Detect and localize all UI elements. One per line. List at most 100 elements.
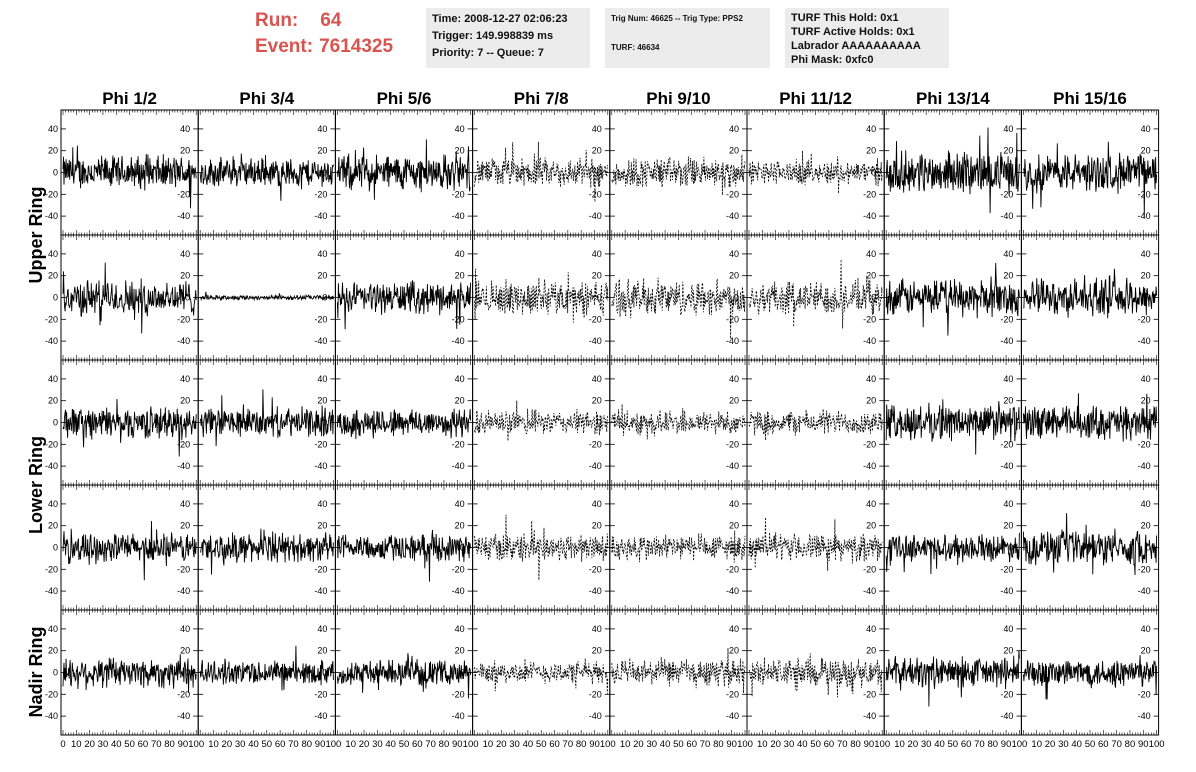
y-tick-label: -40 [314,461,327,471]
y-tick-label: -20 [314,564,327,574]
x-tick-label: 90 [589,739,600,750]
y-tick-label: 20 [48,521,58,531]
x-tick-label: 30 [784,739,795,750]
y-tick-label: 20 [48,646,58,656]
waveform-trace [62,262,197,334]
y-tick-label: 40 [1003,374,1013,384]
y-tick-label: -40 [45,586,58,596]
waveform-trace [1022,655,1158,700]
x-tick-label: 70 [1111,739,1122,750]
y-tick-label: -40 [863,461,876,471]
y-tick-label: 20 [48,271,58,281]
waveform-trace [1022,393,1158,442]
time-text: Time: 2008-12-27 02:06:23 [432,13,568,25]
y-tick-label: 0 [322,543,327,553]
y-tick-label: 40 [180,124,190,134]
x-tick-label: 40 [248,739,259,750]
y-tick-label: 0 [734,418,739,428]
y-tick-label: -40 [863,211,876,221]
y-tick-label: 20 [455,646,465,656]
y-tick-label: 0 [53,168,58,178]
y-tick-label: -20 [314,314,327,324]
y-tick-label: -40 [45,336,58,346]
y-tick-label: 0 [734,543,739,553]
y-tick-label: -20 [1000,564,1013,574]
waveform-trace [611,530,746,563]
x-tick-label: 60 [824,739,835,750]
y-tick-label: -40 [863,711,876,721]
y-tick-label: 20 [729,521,739,531]
y-tick-label: 40 [48,374,58,384]
x-tick-label: 60 [961,739,972,750]
y-tick-label: -40 [1138,711,1151,721]
column-title: Phi 5/6 [377,89,432,108]
y-tick-label: 0 [871,418,876,428]
y-tick-label: -20 [177,439,190,449]
x-tick-label: 40 [385,739,396,750]
y-tick-label: 20 [729,146,739,156]
y-tick-label: -40 [45,461,58,471]
x-tick-label: 10 [1031,739,1042,750]
y-tick-label: 40 [180,374,190,384]
waveform-trace [611,648,746,694]
time-info-box: Time: 2008-12-27 02:06:23 Trigger: 149.9… [426,8,590,68]
y-tick-label: 20 [317,521,327,531]
y-tick-label: 40 [48,624,58,634]
y-tick-label: 20 [317,271,327,281]
y-tick-label: 40 [317,374,327,384]
y-tick-label: -40 [726,336,739,346]
y-tick-label: 20 [866,146,876,156]
waveform-trace [1023,268,1158,319]
column-title: Phi 3/4 [239,89,294,108]
x-tick-label: 60 [275,739,286,750]
y-tick-label: -40 [1000,586,1013,596]
y-tick-label: -20 [589,689,602,699]
x-tick-label: 80 [713,739,724,750]
x-tick-label: 80 [850,739,861,750]
x-tick-label: 90 [726,739,737,750]
x-tick-label: 100 [874,739,890,750]
y-tick-label: -20 [45,189,58,199]
x-tick-label: 20 [84,739,95,750]
x-tick-label: 100 [1011,739,1027,750]
y-tick-label: 40 [866,499,876,509]
y-tick-label: -40 [726,211,739,221]
x-tick-label: 40 [1071,739,1082,750]
y-tick-label: 40 [1003,624,1013,634]
y-tick-label: -40 [1138,461,1151,471]
y-tick-label: -20 [589,564,602,574]
column-title: Phi 13/14 [916,89,990,108]
x-tick-label: 0 [60,739,65,750]
y-tick-label: -40 [1000,461,1013,471]
x-tick-label: 20 [222,739,233,750]
y-tick-label: 0 [53,418,58,428]
y-tick-label: 20 [1141,396,1151,406]
y-tick-label: 20 [48,146,58,156]
y-tick-label: 40 [48,249,58,259]
y-tick-label: 0 [460,293,465,303]
y-tick-label: -40 [863,586,876,596]
waveform-trace [474,658,609,694]
labrador-text: Labrador AAAAAAAAAA [791,40,921,52]
priority-text: Priority: 7 -- Queue: 7 [432,47,544,59]
waveform-trace [748,653,883,698]
y-tick-label: -20 [1000,689,1013,699]
y-tick-label: 20 [592,146,602,156]
x-tick-label: 60 [686,739,697,750]
x-tick-label: 70 [288,739,299,750]
y-tick-label: 40 [866,124,876,134]
y-tick-label: 20 [1003,271,1013,281]
y-tick-label: -40 [177,461,190,471]
x-tick-label: 90 [1138,739,1149,750]
y-tick-label: -40 [45,711,58,721]
y-tick-label: -40 [726,711,739,721]
y-tick-label: 0 [871,543,876,553]
column-title: Phi 7/8 [514,89,569,108]
y-tick-label: 40 [592,124,602,134]
event-value: 7614325 [319,36,394,57]
y-tick-label: 0 [1008,668,1013,678]
x-tick-label: 70 [563,739,574,750]
y-tick-label: -20 [45,689,58,699]
y-tick-label: 40 [1141,624,1151,634]
waveform-trace [62,654,197,693]
